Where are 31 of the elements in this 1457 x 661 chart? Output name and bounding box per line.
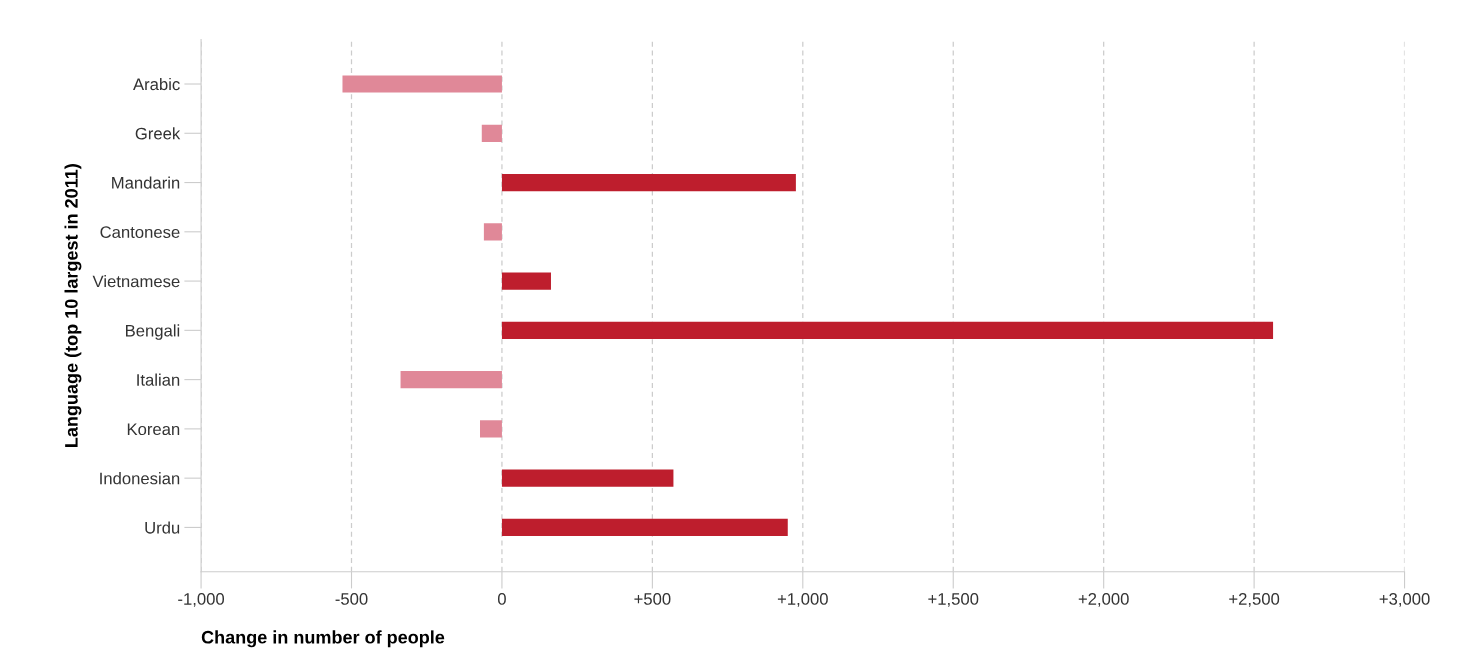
x-tick-label: +3,000 xyxy=(1379,593,1430,607)
bar xyxy=(501,469,674,487)
bar xyxy=(501,518,788,537)
x-tick-label: -1,000 xyxy=(178,593,225,607)
bar xyxy=(479,420,502,438)
y-tick-label: Indonesian xyxy=(100,472,180,485)
x-tick-label: +1,500 xyxy=(928,593,979,607)
x-tick-label: -500 xyxy=(335,593,368,605)
y-tick-label: Bengali xyxy=(126,324,180,340)
bar xyxy=(342,75,502,93)
y-tick-label: Cantonese xyxy=(100,226,180,239)
y-axis-title: Language (top 10 largest in 2011) xyxy=(64,164,82,447)
x-tick-label: +2,500 xyxy=(1229,593,1280,607)
x-tick-label: +500 xyxy=(634,593,671,605)
y-tick-label: Greek xyxy=(135,127,181,140)
y-tick-label: Arabic xyxy=(133,77,180,91)
bar xyxy=(481,124,502,142)
bar xyxy=(501,272,551,290)
x-tick-label: 0 xyxy=(497,593,506,605)
x-axis-title: Change in number of people xyxy=(201,630,445,648)
bar xyxy=(501,321,1274,339)
y-tick-label: Vietnamese xyxy=(92,275,180,288)
bar xyxy=(483,223,502,241)
y-tick-label: Korean xyxy=(127,423,180,436)
x-tick-label: +1,000 xyxy=(777,593,828,607)
bar xyxy=(400,370,502,389)
bar xyxy=(501,173,796,192)
y-tick-label: Urdu xyxy=(145,521,180,534)
x-tick-label: +2,000 xyxy=(1078,593,1129,607)
y-tick-label: Italian xyxy=(137,373,180,386)
y-tick-label: Mandarin xyxy=(112,176,180,189)
